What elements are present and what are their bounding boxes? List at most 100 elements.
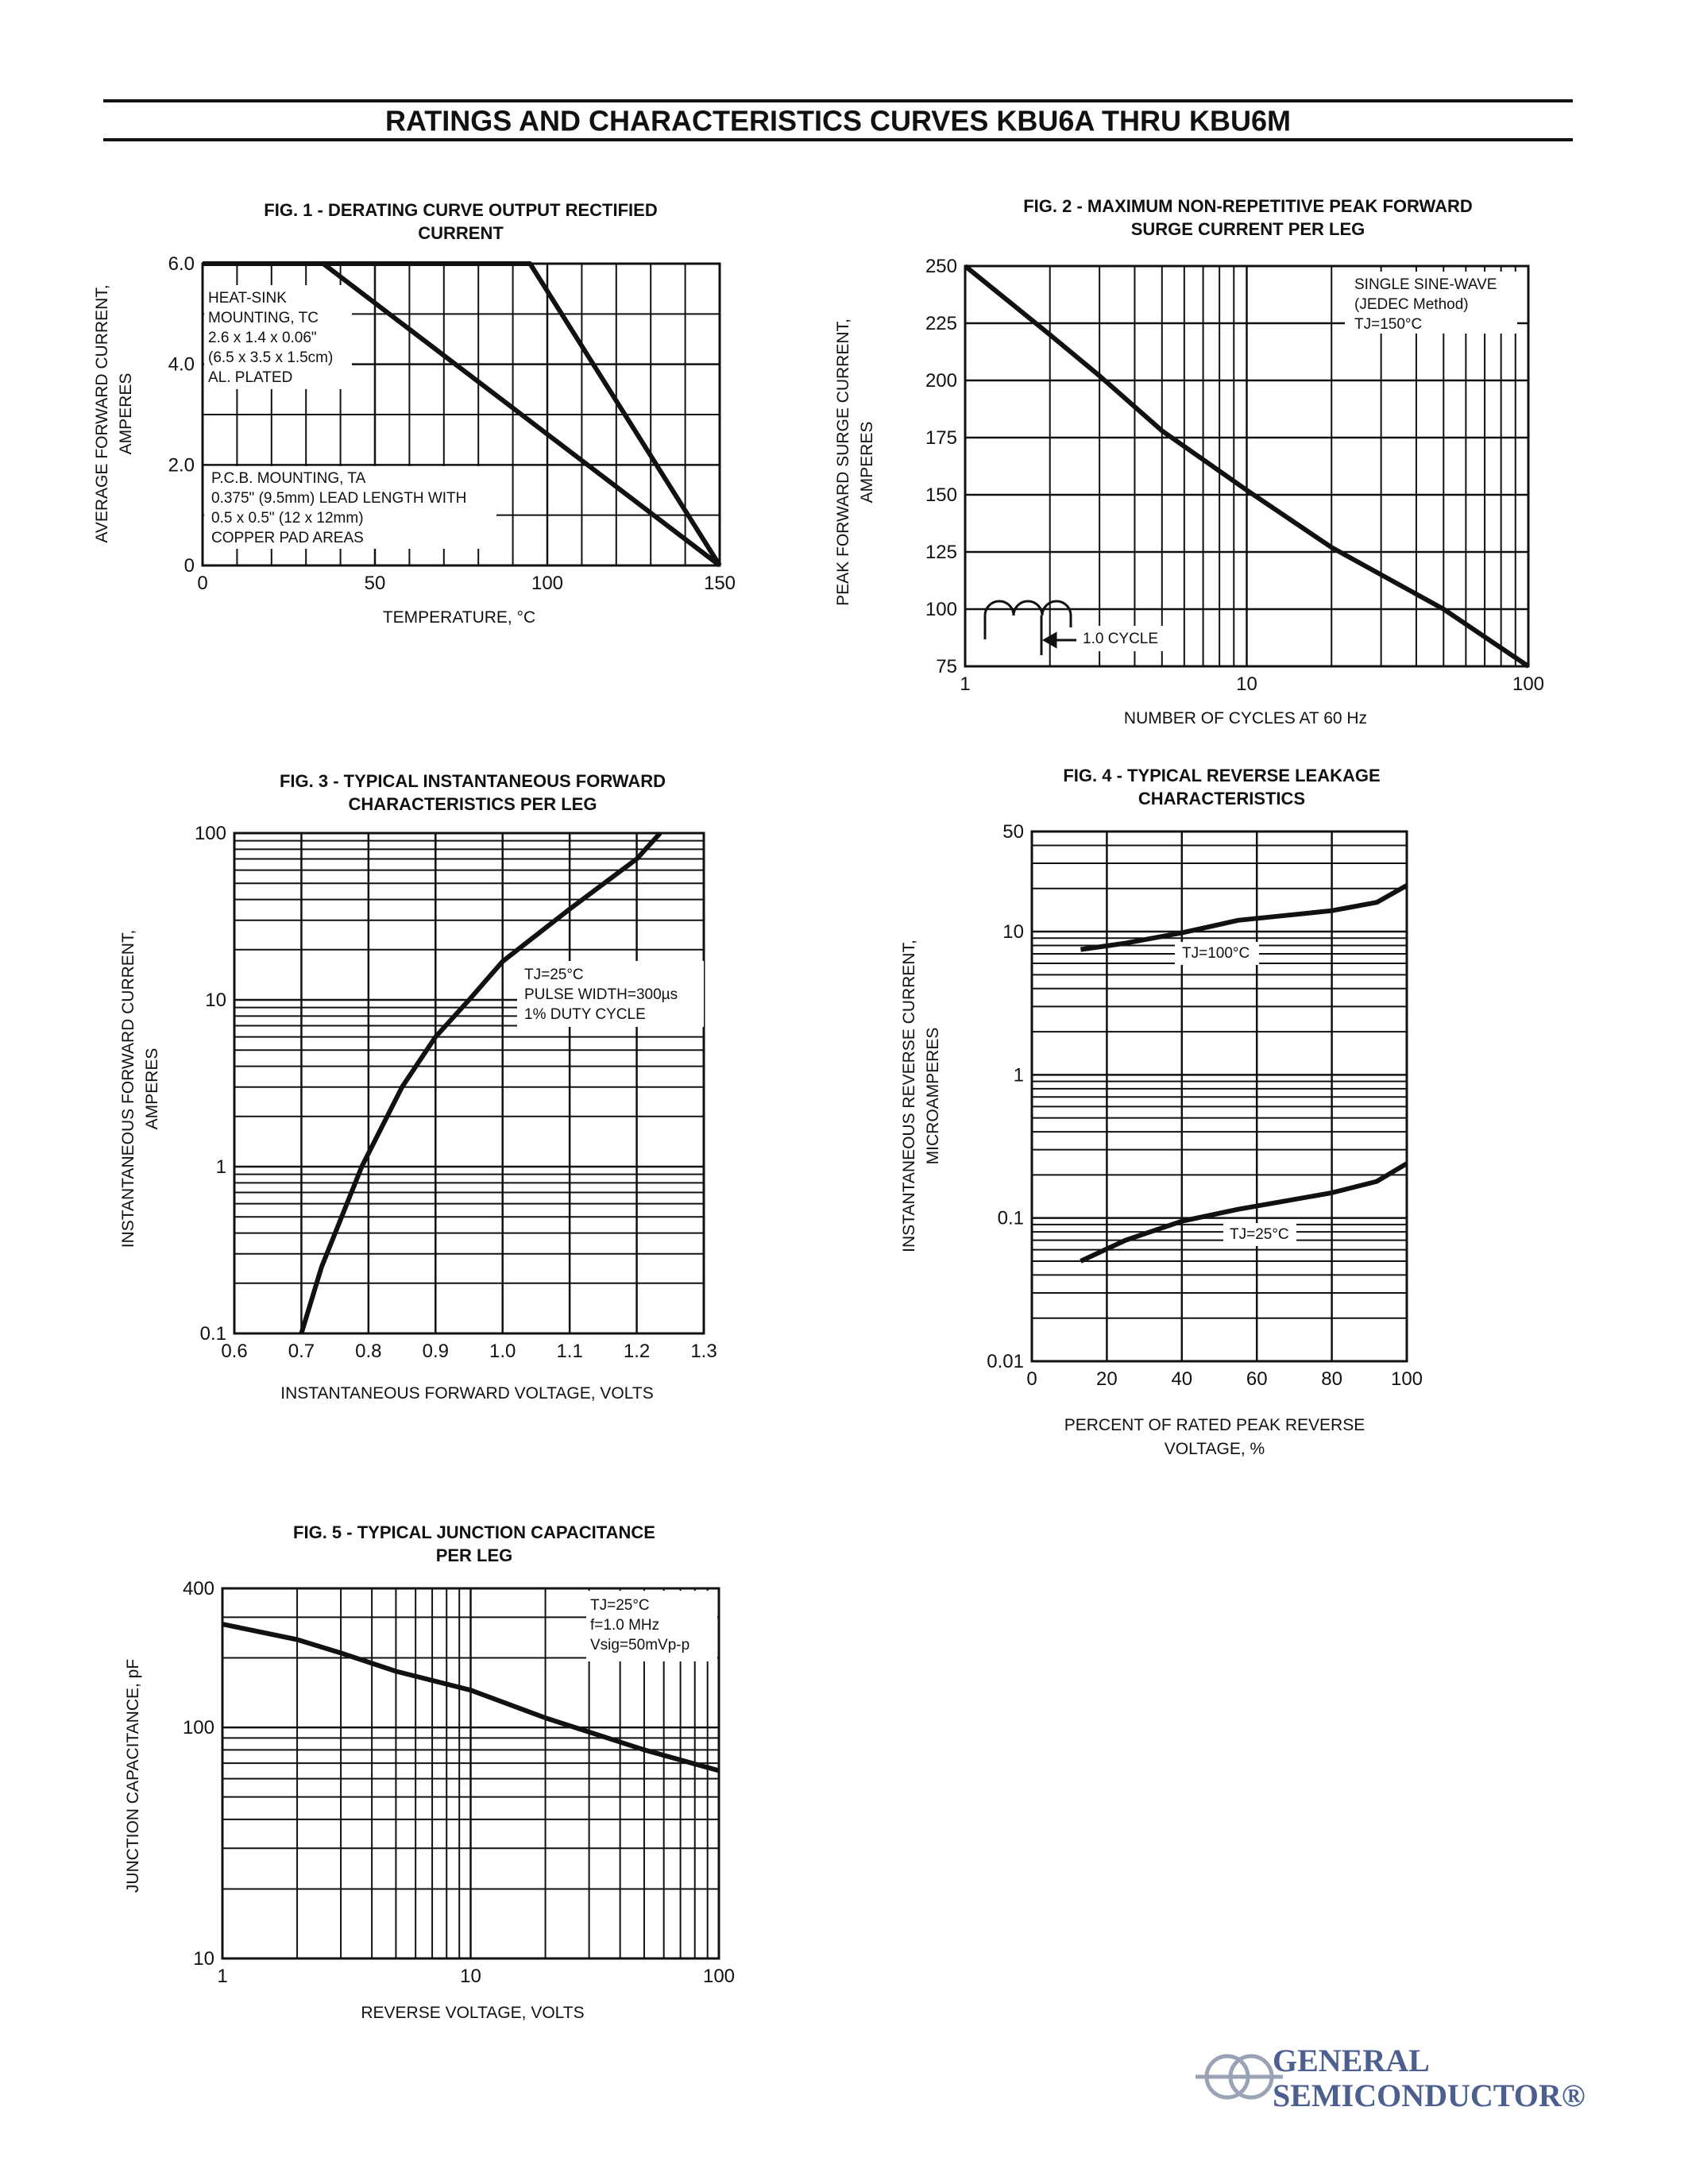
annotation: SINGLE SINE-WAVE (1354, 276, 1497, 293)
x-tick-label: 100 (703, 1966, 735, 1987)
annotation: 1% DUTY CYCLE (524, 1006, 646, 1023)
annotation: 0.375" (9.5mm) LEAD LENGTH WITH (211, 490, 466, 507)
y-tick-label: 6.0 (168, 253, 195, 275)
chart: 1 10 100 75 100 125 150 175 200 225 250 SINGLE SINE… (834, 196, 1544, 727)
annotation: (JEDEC Method) (1354, 296, 1469, 313)
annotation: COPPER PAD AREAS (211, 530, 364, 546)
chart: 0 50 100 150 0 2.0 4.0 6.0 HEAT-SINK MOUNTING, TC… (93, 200, 736, 627)
x-tick-label: 150 (704, 573, 736, 594)
x-tick-label: 0.7 (288, 1341, 315, 1362)
annotation-box (1076, 626, 1171, 651)
chart-title: FIG. 1 - DERATING CURVE OUTPUT RECTIFIED (264, 200, 657, 220)
y-tick-label: 10 (193, 1948, 214, 1970)
y-tick-label: 1 (1014, 1064, 1024, 1086)
plot-frame (1030, 830, 1408, 1363)
y-tick-label: 175 (925, 427, 957, 449)
annotation: 0.5 x 0.5" (12 x 12mm) (211, 510, 364, 527)
x-tick-label: 0.6 (221, 1341, 247, 1362)
x-tick-label: 40 (1171, 1368, 1192, 1390)
x-tick-label: 1.0 (489, 1341, 516, 1362)
curve-label: TJ=25°C (1230, 1226, 1289, 1243)
x-axis-label: NUMBER OF CYCLES AT 60 Hz (1124, 709, 1367, 727)
y-tick-label: 400 (183, 1578, 214, 1599)
annotation: TJ=150°C (1354, 316, 1422, 333)
y-tick-label: 10 (205, 990, 226, 1011)
cycle-arrow (1041, 631, 1076, 649)
x-tick-label: 100 (1512, 673, 1544, 695)
y-tick-label: 1 (216, 1156, 226, 1178)
chart-title: FIG. 4 - TYPICAL REVERSE LEAKAGE (1063, 766, 1380, 785)
logo-icon (1196, 2054, 1283, 2100)
y-tick-label: 100 (925, 599, 957, 620)
chart-title: CHARACTERISTICS PER LEG (349, 794, 597, 814)
annotation: P.C.B. MOUNTING, TA (211, 470, 366, 487)
y-tick-label: 50 (1002, 821, 1024, 843)
page-title: RATINGS AND CHARACTERISTICS CURVES KBU6A… (385, 105, 1291, 137)
annotation: MOUNTING, TC (208, 310, 319, 326)
x-axis-label: REVERSE VOLTAGE, VOLTS (361, 2004, 584, 2022)
chart: 0 20 40 60 80 100 0.01 0.1 1 10 50 TJ=100°C TJ=25°C F… (900, 766, 1423, 1458)
annotation-box (204, 285, 352, 389)
annotation-box (586, 1591, 717, 1661)
curve-label-box (1175, 942, 1259, 965)
x-tick-label: 0 (1026, 1368, 1037, 1390)
y-tick-label: 2.0 (168, 454, 195, 476)
chart-title: PER LEG (436, 1545, 513, 1565)
x-tick-label: 80 (1321, 1368, 1342, 1390)
y-tick-label: 100 (183, 1717, 214, 1738)
annotation: (6.5 x 3.5 x 1.5cm) (208, 349, 333, 366)
annotation: f=1.0 MHz (590, 1617, 659, 1634)
x-tick-label: 100 (531, 573, 563, 594)
y-tick-label: 75 (936, 656, 957, 677)
annotation-box (1345, 272, 1517, 334)
annotation-box (204, 466, 496, 549)
chart-title: SURGE CURRENT PER LEG (1131, 219, 1365, 239)
curve (203, 261, 721, 568)
curve (299, 831, 662, 1334)
plot-frame (964, 264, 1530, 668)
annotation: 2.6 x 1.4 x 0.06" (208, 330, 317, 346)
cycle-symbol (983, 600, 1072, 655)
y-axis-label: AMPERES (858, 422, 876, 504)
chart-title: CHARACTERISTICS (1138, 789, 1305, 808)
chart-title: FIG. 3 - TYPICAL INSTANTANEOUS FORWARD (280, 771, 666, 791)
x-axis-label: PERCENT OF RATED PEAK REVERSE (1064, 1416, 1365, 1434)
x-axis-label: VOLTAGE, % (1165, 1440, 1265, 1458)
y-tick-label: 4.0 (168, 354, 195, 376)
x-tick-label: 10 (1236, 673, 1257, 695)
y-tick-label: 0.1 (200, 1323, 226, 1345)
chart-title: FIG. 2 - MAXIMUM NON-REPETITIVE PEAK FOR… (1023, 196, 1473, 216)
y-tick-label: 250 (925, 256, 957, 277)
curve (964, 264, 1530, 669)
y-axis-label: AMPERES (117, 373, 135, 455)
y-tick-label: 0 (184, 555, 195, 577)
x-tick-label: 100 (1391, 1368, 1423, 1390)
logo-text: SEMICONDUCTOR® (1273, 2078, 1586, 2113)
x-tick-label: 1.2 (624, 1341, 650, 1362)
y-tick-label: 10 (1002, 921, 1024, 943)
y-tick-label: 150 (925, 484, 957, 506)
x-tick-label: 10 (460, 1966, 481, 1987)
x-tick-label: 1 (960, 673, 970, 695)
y-tick-label: 225 (925, 313, 957, 334)
y-tick-label: 0.01 (987, 1351, 1024, 1372)
y-axis-label: PEAK FORWARD SURGE CURRENT, (834, 318, 852, 606)
curve (1080, 1161, 1408, 1264)
x-tick-label: 1 (217, 1966, 227, 1987)
y-axis-label: AVERAGE FORWARD CURRENT, (93, 284, 111, 542)
y-axis-label: INSTANTANEOUS REVERSE CURRENT, (900, 940, 918, 1252)
x-axis-label: INSTANTANEOUS FORWARD VOLTAGE, VOLTS (280, 1384, 653, 1403)
annotation: TJ=25°C (524, 967, 584, 983)
curve (222, 1622, 720, 1773)
y-tick-label: 125 (925, 542, 957, 563)
chart: 0.6 0.7 0.8 0.9 1.0 1.1 1.2 1.3 0.1 1 10 100 TJ=25°C… (119, 771, 717, 1403)
x-axis-label: TEMPERATURE, °C (383, 608, 535, 627)
y-axis-label: MICROAMPERES (924, 1028, 942, 1165)
annotation: TJ=25°C (590, 1597, 650, 1614)
x-tick-label: 50 (365, 573, 386, 594)
plot-frame (221, 1587, 720, 1960)
annotation: AL. PLATED (208, 369, 292, 386)
